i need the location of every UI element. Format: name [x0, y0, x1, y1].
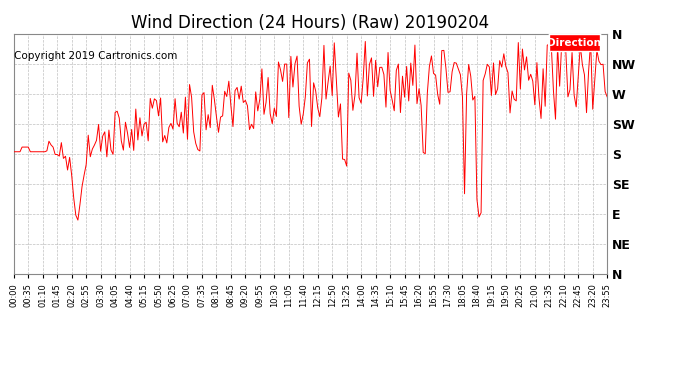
- Text: Copyright 2019 Cartronics.com: Copyright 2019 Cartronics.com: [14, 51, 177, 61]
- Text: Direction: Direction: [547, 38, 602, 48]
- Title: Wind Direction (24 Hours) (Raw) 20190204: Wind Direction (24 Hours) (Raw) 20190204: [131, 14, 490, 32]
